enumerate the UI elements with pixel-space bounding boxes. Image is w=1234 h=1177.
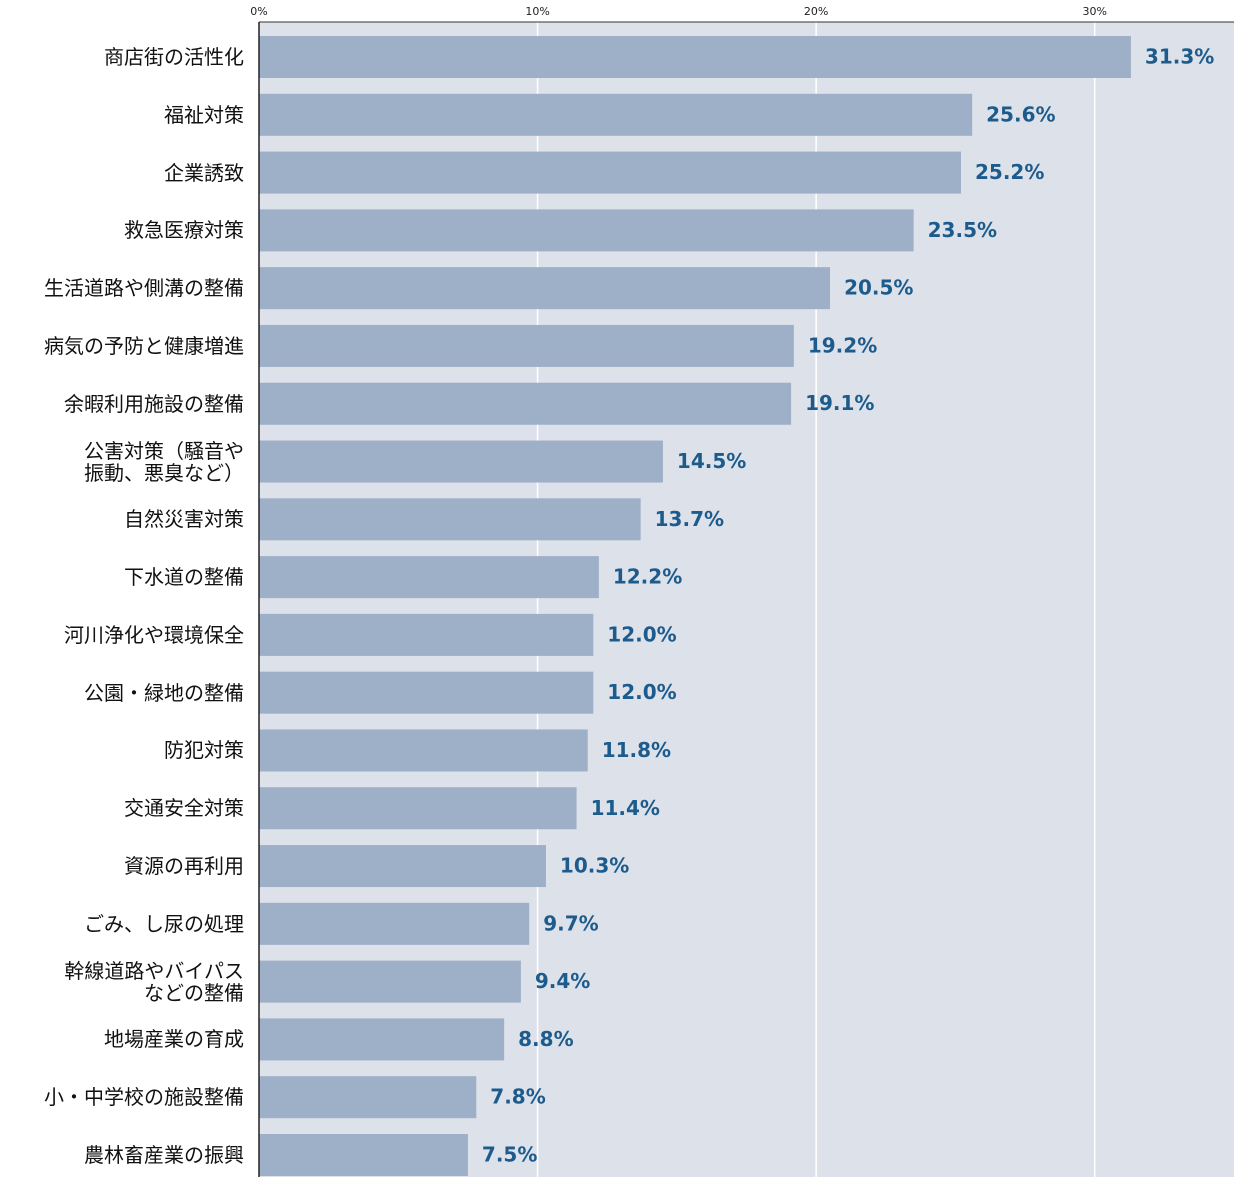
value-label: 14.5% — [677, 449, 746, 473]
category-label: 自然災害対策 — [124, 508, 244, 530]
bar — [259, 152, 961, 194]
value-label: 31.3% — [1145, 45, 1214, 69]
bar — [259, 961, 521, 1003]
value-label: 12.2% — [613, 565, 682, 589]
bar — [259, 36, 1131, 78]
category-label: 交通安全対策 — [124, 797, 244, 819]
x-tick-label: 0% — [250, 5, 267, 18]
x-tick-label: 10% — [525, 5, 549, 18]
value-label: 11.8% — [602, 738, 671, 762]
value-label: 12.0% — [607, 680, 676, 704]
category-label: 農林畜産業の振興 — [84, 1144, 244, 1166]
bar — [259, 672, 593, 714]
category-label: 企業誘致 — [164, 162, 244, 184]
bar — [259, 94, 972, 136]
category-label: 防犯対策 — [164, 739, 244, 761]
page: {"chart_data": {"type": "bar", "orientat… — [0, 0, 1234, 1177]
plot-background — [259, 22, 1234, 1177]
bar — [259, 498, 641, 540]
bar — [259, 1134, 468, 1176]
bar — [259, 903, 529, 945]
value-label: 7.5% — [482, 1143, 537, 1167]
bar — [259, 383, 791, 425]
category-label: 福祉対策 — [164, 104, 244, 126]
value-label: 25.2% — [975, 160, 1044, 184]
value-label: 11.4% — [591, 796, 660, 820]
value-label: 19.1% — [805, 391, 874, 415]
category-label: 幹線道路やバイパス などの整備 — [64, 960, 244, 1004]
value-label: 9.7% — [543, 911, 598, 935]
bar — [259, 1018, 504, 1060]
bar — [259, 267, 830, 309]
category-label: ごみ、し尿の処理 — [84, 913, 244, 935]
value-label: 9.4% — [535, 969, 590, 993]
category-label: 資源の再利用 — [124, 855, 244, 877]
category-label: 商店街の活性化 — [104, 46, 244, 68]
bar — [259, 441, 663, 483]
bar — [259, 209, 914, 251]
bar — [259, 729, 588, 771]
category-label: 公園・緑地の整備 — [84, 682, 244, 704]
category-label: 病気の予防と健康増進 — [44, 335, 244, 357]
category-label: 余暇利用施設の整備 — [64, 393, 244, 415]
category-label: 小・中学校の施設整備 — [44, 1086, 244, 1108]
x-tick-label: 20% — [804, 5, 828, 18]
value-label: 8.8% — [518, 1027, 573, 1051]
value-label: 20.5% — [844, 276, 913, 300]
value-label: 19.2% — [808, 333, 877, 357]
bar — [259, 614, 593, 656]
value-label: 25.6% — [986, 102, 1055, 126]
category-label: 河川浄化や環境保全 — [64, 624, 244, 646]
value-label: 7.8% — [490, 1085, 545, 1109]
bar — [259, 325, 794, 367]
category-label: 生活道路や側溝の整備 — [44, 277, 244, 299]
bar — [259, 1076, 476, 1118]
category-label: 救急医療対策 — [124, 219, 244, 241]
value-label: 23.5% — [928, 218, 997, 242]
bar — [259, 845, 546, 887]
bar — [259, 556, 599, 598]
bar — [259, 787, 577, 829]
value-label: 10.3% — [560, 854, 629, 878]
category-label: 公害対策（騒音や 振動、悪臭など） — [84, 440, 244, 484]
x-tick-label: 30% — [1082, 5, 1106, 18]
value-label: 12.0% — [607, 622, 676, 646]
value-label: 13.7% — [655, 507, 724, 531]
category-label: 地場産業の育成 — [104, 1028, 244, 1050]
category-label: 下水道の整備 — [124, 566, 244, 588]
